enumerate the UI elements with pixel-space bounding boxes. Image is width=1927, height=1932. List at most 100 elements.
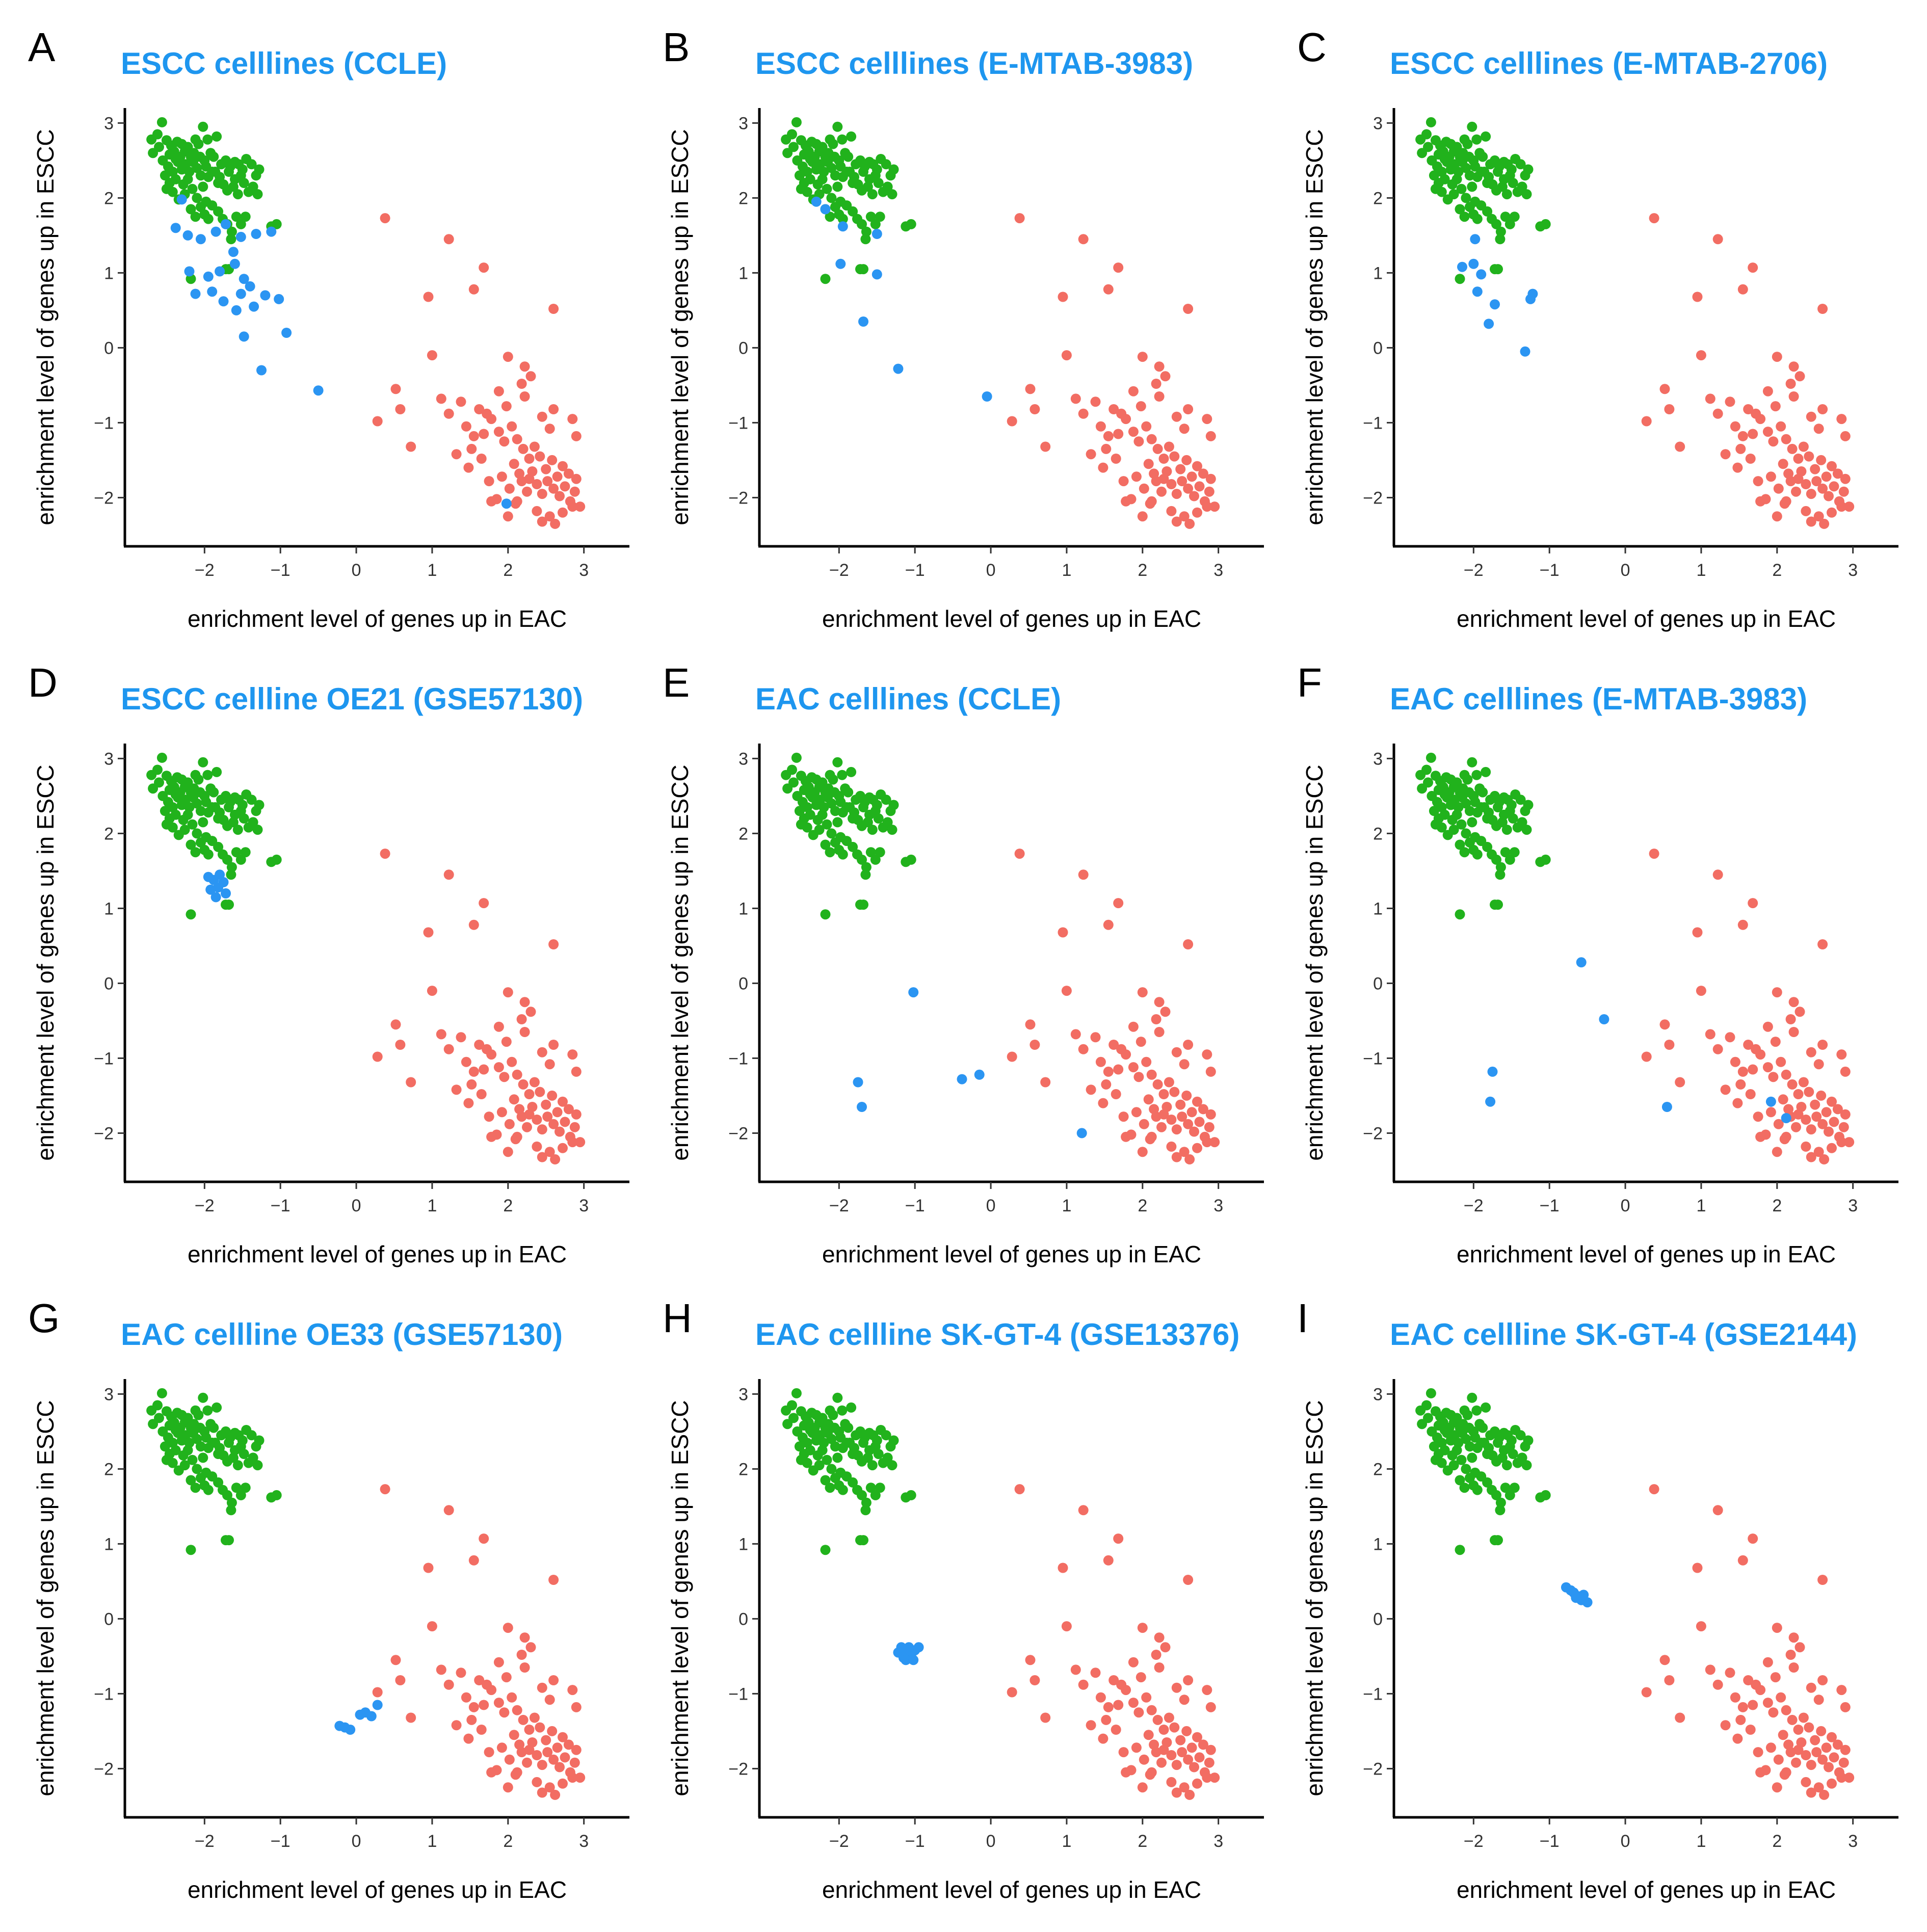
series-query	[893, 1642, 924, 1665]
point-escc	[1495, 1497, 1506, 1508]
point-escc	[870, 806, 881, 816]
point-eac	[1183, 939, 1194, 949]
point-escc	[1421, 129, 1432, 140]
point-eac	[468, 431, 479, 441]
point-eac	[1783, 1739, 1794, 1750]
point-eac	[484, 1747, 494, 1758]
point-eac	[563, 1739, 574, 1750]
point-eac	[555, 491, 565, 501]
point-eac	[1007, 1051, 1017, 1062]
point-escc	[201, 1432, 212, 1443]
point-escc	[837, 1405, 848, 1416]
y-tick-label: 0	[738, 338, 748, 358]
point-query	[1476, 269, 1487, 280]
point-escc	[224, 1535, 234, 1546]
point-eac	[1810, 1735, 1820, 1745]
panel-letter: F	[1297, 660, 1322, 705]
point-eac	[507, 1056, 517, 1067]
point-escc	[882, 817, 893, 828]
chart-title: EAC celllines (CCLE)	[755, 682, 1061, 716]
point-query	[853, 1077, 863, 1088]
point-eac	[1755, 1049, 1766, 1060]
point-escc	[224, 802, 234, 812]
series-escc	[781, 752, 916, 920]
point-eac	[1103, 1702, 1114, 1712]
point-eac	[443, 1044, 454, 1054]
point-eac	[548, 1040, 559, 1050]
point-eac	[1078, 408, 1089, 419]
point-eac	[380, 849, 390, 859]
series-escc	[1415, 752, 1551, 920]
point-escc	[170, 809, 181, 820]
point-eac	[1819, 518, 1830, 529]
point-query	[872, 269, 882, 280]
point-escc	[1470, 1432, 1481, 1443]
point-eac	[1791, 1757, 1801, 1768]
point-escc	[1493, 802, 1503, 812]
point-eac	[1844, 1137, 1855, 1148]
point-eac	[474, 404, 485, 414]
point-escc	[1521, 825, 1532, 835]
y-tick-label: 0	[1373, 974, 1383, 993]
y-tick-label: −2	[728, 488, 748, 508]
y-tick-label: −2	[94, 488, 114, 508]
y-tick-label: 1	[104, 1534, 114, 1554]
point-escc	[167, 187, 178, 197]
point-eac	[567, 1137, 578, 1148]
point-eac	[451, 449, 462, 460]
point-eac	[1205, 1744, 1216, 1755]
point-eac	[1806, 1047, 1816, 1057]
point-eac	[518, 1714, 529, 1725]
point-eac	[1737, 1702, 1748, 1712]
point-escc	[1459, 847, 1470, 858]
x-tick-label: 0	[1621, 1196, 1630, 1215]
y-tick-label: 1	[738, 1534, 748, 1554]
point-escc	[867, 1460, 878, 1471]
point-eac	[1827, 1143, 1837, 1153]
point-escc	[832, 817, 843, 828]
point-eac	[1840, 431, 1851, 441]
y-tick-label: 2	[104, 1460, 114, 1479]
point-eac	[1712, 869, 1723, 880]
point-eac	[509, 1730, 519, 1740]
point-escc	[1472, 1485, 1483, 1495]
point-escc	[1484, 172, 1494, 182]
point-eac	[548, 939, 559, 949]
point-eac	[1806, 1787, 1816, 1798]
point-escc	[1448, 189, 1459, 200]
point-eac	[1753, 476, 1763, 487]
point-eac	[1730, 1692, 1740, 1703]
point-escc	[226, 862, 237, 872]
point-eac	[1720, 449, 1731, 460]
x-tick-label: −2	[829, 1832, 849, 1851]
point-eac	[1146, 1767, 1157, 1778]
point-eac	[1762, 1062, 1773, 1073]
x-tick-label: 0	[352, 1196, 361, 1215]
point-escc	[1462, 774, 1473, 785]
point-eac	[1183, 304, 1194, 314]
point-eac	[1154, 1632, 1165, 1643]
point-eac	[1788, 1662, 1799, 1673]
point-escc	[1517, 817, 1527, 828]
point-eac	[575, 1772, 586, 1783]
point-eac	[1838, 486, 1849, 497]
point-escc	[156, 752, 167, 763]
point-eac	[1108, 1040, 1119, 1050]
point-eac	[1692, 927, 1703, 938]
point-eac	[519, 1027, 530, 1037]
point-eac	[1160, 1007, 1171, 1017]
point-escc	[817, 174, 828, 184]
point-query	[1485, 1096, 1496, 1107]
point-eac	[571, 1109, 582, 1120]
point-eac	[1827, 1778, 1837, 1789]
point-eac	[1143, 459, 1154, 469]
point-eac	[1824, 491, 1834, 501]
point-escc	[156, 117, 167, 127]
point-eac	[1137, 1147, 1148, 1157]
point-eac	[1806, 1124, 1816, 1135]
point-eac	[380, 1484, 390, 1495]
point-escc	[881, 1430, 891, 1441]
y-tick-label: 1	[738, 899, 748, 918]
point-eac	[575, 501, 586, 512]
point-eac	[501, 1672, 512, 1683]
